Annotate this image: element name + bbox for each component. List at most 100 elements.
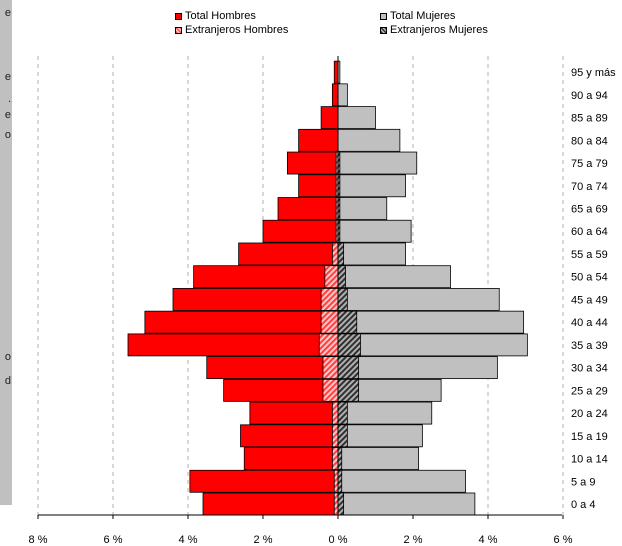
bar-total-hombres [238,242,339,266]
axes-group [37,56,564,519]
x-tick-label: 6 % [104,534,123,546]
age-group-label: 35 a 39 [571,340,608,352]
age-group-label: 65 a 69 [571,204,608,216]
legend-extranjeros-hombres: Extranjeros Hombres [175,24,288,36]
bar-total-mujeres [337,197,388,220]
age-group-label: 95 y más [571,67,616,79]
bar-extranjeros-hombres [320,288,339,311]
bar-total-mujeres [337,219,412,243]
sidebar-text-fragment: e [4,71,11,83]
bar-extranjeros-hombres [331,401,339,425]
bar-total-mujeres [337,151,418,175]
bar-extranjeros-mujeres [337,401,348,425]
bar-extranjeros-hombres [331,242,339,266]
age-group-label: 50 a 54 [571,272,608,284]
sidebar-text-fragment: e [4,109,11,121]
bar-extranjeros-hombres [318,333,339,357]
legend-label: Extranjeros Hombres [185,24,289,36]
age-group-label: 85 a 89 [571,113,608,125]
bar-extranjeros-hombres [324,265,339,289]
legend-swatch-extranjeros-mujeres [380,26,387,34]
bar-total-hombres [127,333,339,357]
bar-total-mujeres [337,242,406,266]
bar-total-mujeres [337,492,476,516]
bar-total-mujeres [337,106,376,129]
bar-total-mujeres [337,83,348,107]
bar-total-hombres [202,492,339,516]
bar-total-hombres [223,378,339,402]
legend-label: Extranjeros Mujeres [390,24,488,36]
legend-label: Total Hombres [185,10,256,22]
bar-extranjeros-mujeres [337,242,345,266]
sidebar-text-fragment: o [4,129,11,141]
age-group-label: 75 a 79 [571,158,608,170]
bar-total-hombres [333,60,339,84]
legend-swatch-extranjeros-hombres [175,26,182,34]
age-group-label: 60 a 64 [571,226,608,238]
x-tick-label: 2 % [404,534,423,546]
bar-extranjeros-hombres [320,310,339,334]
sidebar-text-fragment: . [7,93,11,105]
bar-total-mujeres [337,424,423,448]
age-group-label: 45 a 49 [571,294,608,306]
bar-extranjeros-hombres [322,356,339,380]
bar-extranjeros-mujeres [337,310,358,334]
x-tick-label: 4 % [479,534,498,546]
x-tick-label: 6 % [554,534,573,546]
bar-total-hombres [172,288,339,311]
age-group-label: 70 a 74 [571,181,608,193]
bar-total-hombres [240,424,339,448]
bar-extranjeros-mujeres [337,447,343,470]
bar-total-mujeres [337,310,525,334]
bar-total-mujeres [337,333,528,357]
bar-total-hombres [193,265,339,289]
bar-extranjeros-mujeres [337,288,348,311]
age-group-label: 80 a 84 [571,135,608,147]
bar-extranjeros-mujeres [337,492,345,516]
x-tick-label: 4 % [179,534,198,546]
age-group-label: 55 a 59 [571,249,608,261]
age-group-label: 30 a 34 [571,363,608,375]
bar-extranjeros-hombres [331,424,339,448]
legend-total-mujeres: Total Mujeres [380,10,455,22]
bar-extranjeros-hombres [331,447,339,470]
sidebar-text-fragment: d [4,375,11,387]
bar-total-mujeres [337,174,406,198]
bars-group [127,60,528,516]
age-group-label: 5 a 9 [571,476,595,488]
legend-extranjeros-mujeres: Extranjeros Mujeres [380,24,488,36]
bar-extranjeros-hombres [333,492,339,516]
labels-group: 8 % 6 % 4 % 2 % 0 % 2 % 4 % 6 % 0 a 4 5 a 9 10 a 1… [29,67,617,546]
bar-extranjeros-hombres [322,378,339,402]
bar-total-hombres [286,151,339,175]
bar-total-hombres [277,197,339,220]
bar-total-hombres [249,401,339,425]
bar-extranjeros-hombres [333,469,339,493]
bar-extranjeros-mujeres [337,333,361,357]
bar-extranjeros-mujeres [337,265,346,289]
age-group-label: 40 a 44 [571,317,608,329]
age-group-label: 0 a 4 [571,499,595,511]
sidebar-text-fragment: e [4,7,11,19]
bar-total-mujeres [337,401,433,425]
legend-swatch-total-hombres [175,12,182,20]
bar-total-hombres [206,356,339,380]
legend-swatch-total-mujeres [380,12,387,20]
bar-extranjeros-mujeres [337,424,348,448]
bar-total-hombres [243,447,339,470]
bar-total-hombres [189,469,339,493]
legend-label: Total Mujeres [390,10,456,22]
bar-total-mujeres [337,356,498,380]
x-tick-label: 0 % [329,534,348,546]
bar-total-mujeres [337,128,401,152]
sidebar-text-fragment: o [4,351,11,363]
bar-extranjeros-mujeres [337,356,360,380]
age-group-label: 90 a 94 [571,90,608,102]
bar-total-hombres [320,106,339,129]
legend-total-hombres: Total Hombres [175,10,256,22]
x-tick-label: 8 % [29,534,48,546]
bar-total-hombres [144,310,339,334]
bar-extranjeros-mujeres [337,469,343,493]
